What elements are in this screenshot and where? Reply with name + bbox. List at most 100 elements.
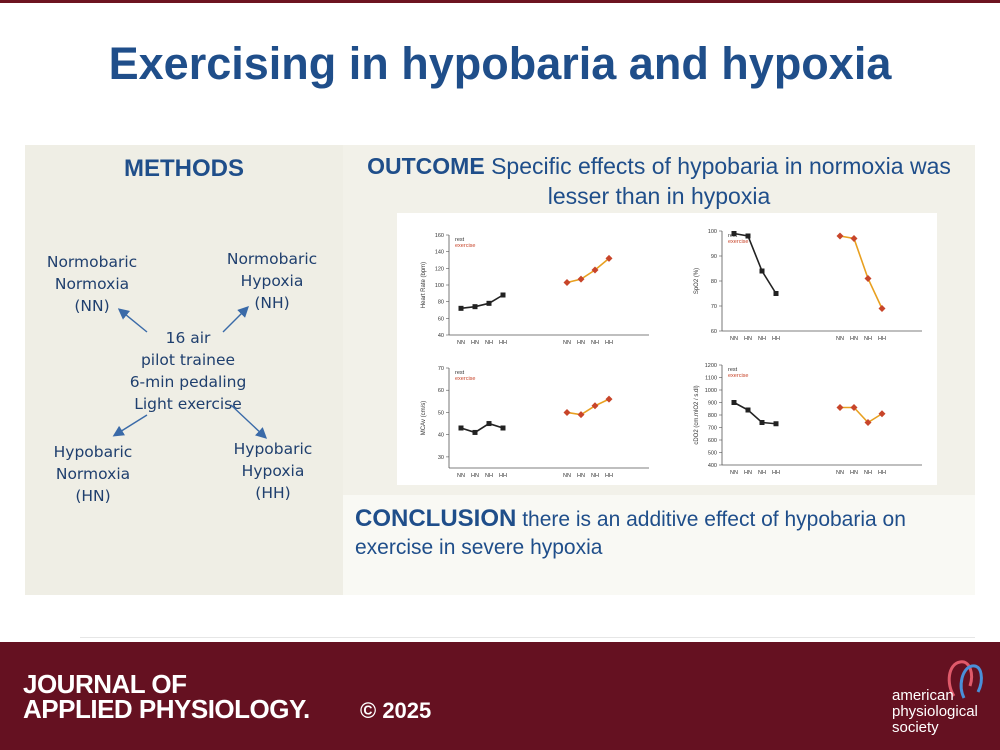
exercise-mean-marker: [864, 419, 872, 426]
x-tick-label: NN: [563, 340, 571, 346]
exercise-mean-line: [566, 257, 610, 284]
x-tick-label: HN: [850, 470, 858, 476]
y-axis-label: cDO2 (cm.mlO2 / s.dl): [694, 385, 700, 444]
outcome-statement: OUTCOME Specific effects of hypobaria in…: [343, 151, 975, 211]
rest-mean-marker: [745, 407, 751, 413]
rest-mean-marker: [486, 421, 492, 427]
x-tick-label: NN: [836, 336, 844, 342]
exercise-mean-marker: [850, 404, 858, 411]
y-tick-label: 600: [708, 438, 717, 444]
condition-hn: Hypobaric Normoxia (HN): [53, 443, 133, 505]
x-tick-label: HN: [744, 470, 752, 476]
rest-mean-line: [460, 422, 504, 434]
rest-mean-line: [460, 294, 504, 310]
x-tick-label: HH: [772, 336, 780, 342]
condition-hh: Hypobaric Hypoxia (HH): [233, 440, 313, 502]
rest-mean-marker: [458, 305, 464, 311]
exercise-mean-marker: [563, 408, 571, 416]
rest-mean-marker: [759, 420, 765, 425]
journal-logo: JOURNAL OF APPLIED PHYSIOLOGY.: [23, 669, 310, 724]
condition-nh: Normobaric Hypoxia (NH): [226, 250, 318, 312]
y-tick-label: 60: [438, 388, 444, 394]
y-tick-label: 70: [438, 366, 444, 372]
exercise-mean-marker: [850, 235, 858, 242]
exercise-mean-marker: [577, 411, 585, 419]
results-figure: 40 60 80 100 120 140 160 Heart Rate (bpm) NN NN HN…: [397, 213, 937, 485]
conclusion-statement: CONCLUSION there is an additive effect o…: [355, 505, 955, 562]
rest-mean-marker: [731, 400, 737, 405]
rest-mean-line: [733, 401, 777, 425]
conclusion-text: there is an additive effect of hypobaria…: [355, 508, 906, 559]
x-tick-label: NN: [457, 340, 465, 346]
exercise-mean-line: [839, 235, 883, 309]
exercise-mean-marker: [836, 232, 844, 240]
y-tick-label: 60: [438, 316, 444, 322]
exercise-mean-marker: [836, 404, 844, 411]
outcome-text: Specific effects of hypobaria in normoxi…: [491, 153, 951, 209]
x-tick-label: HH: [605, 473, 613, 479]
y-tick-label: 700: [708, 426, 717, 432]
y-tick-label: 1000: [705, 388, 717, 394]
y-tick-label: 400: [708, 463, 717, 469]
x-tick-label: HH: [878, 470, 886, 476]
x-tick-label: HN: [577, 340, 585, 346]
rest-mean-marker: [472, 429, 478, 435]
rest-mean-marker: [759, 268, 765, 274]
conclusion-panel: CONCLUSION there is an additive effect o…: [343, 495, 975, 595]
x-tick-label: NH: [591, 473, 599, 479]
y-tick-label: 1100: [705, 376, 717, 382]
y-tick-label: 40: [438, 333, 444, 339]
y-axis-label: SpO2 (%): [694, 268, 700, 294]
chart-2: 30 40 50 60 70 MCAv (cm/s) NN NN HN HN NH NH HH HH res…: [421, 366, 649, 479]
rest-mean-line: [733, 232, 777, 294]
conclusion-label: CONCLUSION: [355, 505, 517, 532]
y-axis-label: Heart Rate (bpm): [421, 262, 427, 308]
outcome-label: OUTCOME: [367, 153, 485, 179]
exercise-mean-marker: [591, 402, 599, 410]
y-tick-label: 160: [435, 233, 444, 239]
condition-nn: Normobaric Normoxia (NN): [46, 253, 138, 315]
exercise-mean-marker: [605, 395, 613, 403]
y-tick-label: 60: [711, 329, 717, 335]
y-tick-label: 120: [435, 266, 444, 272]
rest-mean-marker: [472, 304, 478, 310]
legend-rest: rest: [728, 367, 738, 373]
rest-mean-marker: [500, 292, 506, 298]
arrow-to-hn: [112, 414, 148, 437]
x-tick-label: NH: [864, 470, 872, 476]
y-tick-label: 100: [708, 229, 717, 235]
arrow-to-nh: [222, 306, 249, 333]
methods-heading: METHODS: [124, 155, 244, 182]
top-accent-bar: [0, 0, 1000, 3]
x-tick-label: HH: [605, 340, 613, 346]
chart-3: 400 500 600 700 800 900 1000 1100 1200 cDO2 (cm.m…: [694, 363, 922, 476]
rest-mean-marker: [486, 300, 492, 306]
page-title: Exercising in hypobaria and hypoxia: [108, 38, 892, 89]
arrow-to-hh: [230, 404, 268, 439]
x-tick-label: NH: [485, 340, 493, 346]
results-charts: 40 60 80 100 120 140 160 Heart Rate (bpm) NN NN HN…: [421, 229, 922, 479]
rest-mean-marker: [745, 233, 751, 239]
x-tick-label: NH: [758, 336, 766, 342]
arrow-to-nn: [117, 308, 148, 333]
x-tick-label: NN: [836, 470, 844, 476]
exercise-mean-marker: [864, 275, 872, 282]
y-tick-label: 70: [711, 304, 717, 310]
rest-mean-marker: [500, 425, 506, 431]
y-tick-label: 1200: [705, 363, 717, 369]
x-tick-label: HN: [577, 473, 585, 479]
society-name: american physiological society: [892, 687, 978, 736]
x-tick-label: NH: [864, 336, 872, 342]
exercise-mean-line: [840, 406, 883, 424]
x-tick-label: NN: [730, 470, 738, 476]
rest-mean-marker: [731, 231, 737, 236]
exercise-mean-marker: [563, 279, 571, 286]
legend-rest: rest: [455, 370, 465, 376]
rest-mean-marker: [773, 421, 779, 427]
exercise-mean-marker: [878, 305, 886, 312]
y-tick-label: 500: [708, 451, 717, 457]
x-tick-label: NH: [758, 470, 766, 476]
y-tick-label: 40: [438, 433, 444, 439]
methods-arrows: [112, 306, 268, 439]
y-axis-label: MCAv (cm/s): [421, 401, 427, 436]
